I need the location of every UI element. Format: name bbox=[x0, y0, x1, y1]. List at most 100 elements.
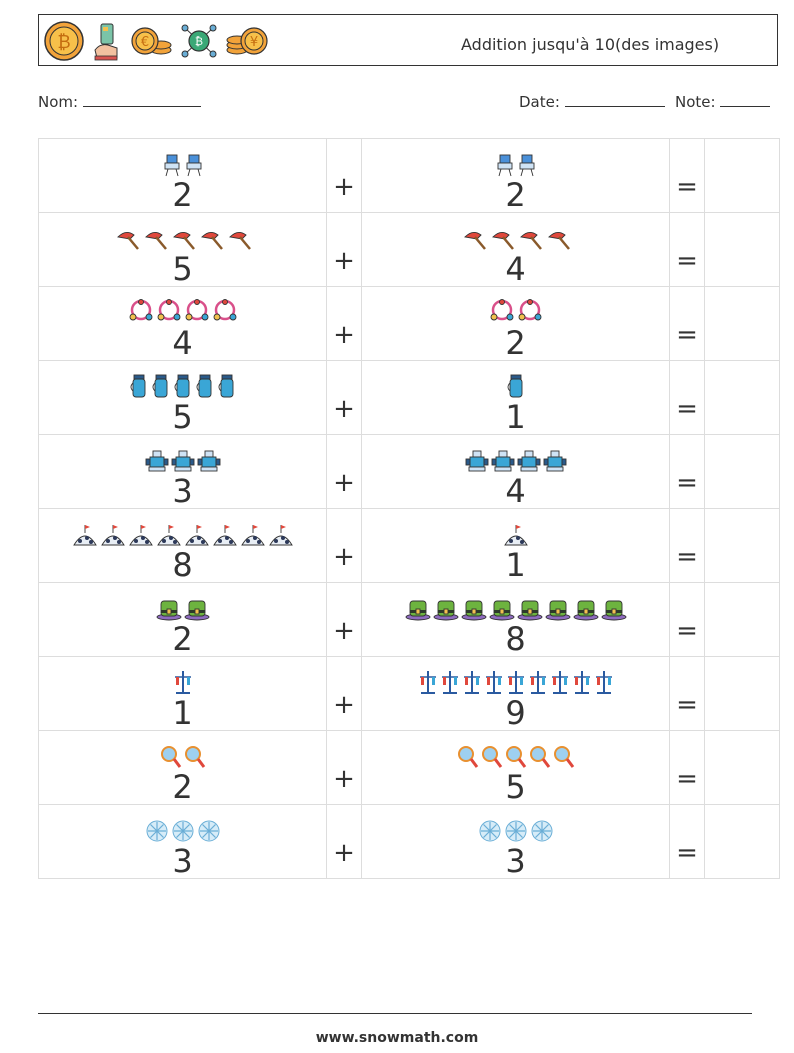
robot-arm-icon bbox=[517, 449, 541, 477]
answer-cell[interactable] bbox=[704, 286, 780, 361]
magnifier-icon bbox=[160, 745, 182, 773]
plus-sign: + bbox=[333, 764, 355, 794]
robot-icon bbox=[517, 153, 537, 181]
answer-cell[interactable] bbox=[704, 508, 780, 583]
date-blank[interactable] bbox=[564, 94, 665, 107]
worksheet-header: ₿ € ₿ bbox=[38, 14, 778, 66]
pickaxe-icon bbox=[198, 227, 224, 255]
note-blank[interactable] bbox=[720, 94, 771, 107]
igloo-flag-icon bbox=[100, 523, 126, 551]
answer-cell[interactable] bbox=[704, 360, 780, 435]
picture-group bbox=[39, 593, 326, 625]
green-hat-icon bbox=[184, 597, 210, 625]
second-addend: 1 bbox=[505, 546, 526, 584]
robot-arm-icon bbox=[145, 449, 169, 477]
first-addend-cell: 3 bbox=[38, 434, 327, 509]
picture-group bbox=[362, 667, 669, 699]
note-label: Note: bbox=[675, 93, 716, 111]
snowflake-ball-icon bbox=[145, 819, 169, 847]
robot-icon bbox=[162, 153, 182, 181]
plus-sign-cell: + bbox=[326, 656, 362, 731]
plus-sign-cell: + bbox=[326, 508, 362, 583]
footer-divider bbox=[38, 1013, 752, 1014]
snowflake-ball-icon bbox=[504, 819, 528, 847]
first-addend-cell: 5 bbox=[38, 212, 327, 287]
picture-group bbox=[39, 519, 326, 551]
test-tube-stand-icon bbox=[484, 669, 504, 699]
test-tube-stand-icon bbox=[418, 669, 438, 699]
svg-text:¥: ¥ bbox=[250, 35, 258, 50]
second-addend-cell: 1 bbox=[361, 360, 670, 436]
plus-sign: + bbox=[333, 320, 355, 350]
name-label: Nom: bbox=[38, 93, 79, 111]
picture-group bbox=[362, 519, 669, 551]
equals-sign: = bbox=[676, 246, 698, 276]
picture-group bbox=[39, 149, 326, 181]
problem-row: 4 +2 = bbox=[38, 286, 780, 362]
first-addend: 2 bbox=[172, 768, 193, 806]
picture-group bbox=[39, 371, 326, 403]
plus-sign-cell: + bbox=[326, 360, 362, 435]
name-field: Nom: bbox=[38, 93, 201, 111]
equals-sign: = bbox=[676, 838, 698, 868]
pickaxe-icon bbox=[114, 227, 140, 255]
second-addend-cell: 2 bbox=[361, 286, 670, 361]
robot-arm-icon bbox=[171, 449, 195, 477]
problem-row: 5 +4 = bbox=[38, 212, 780, 288]
problem-row: 2 +2 = bbox=[38, 138, 780, 213]
answer-cell[interactable] bbox=[704, 582, 780, 657]
green-hat-icon bbox=[517, 597, 543, 625]
second-addend: 4 bbox=[505, 250, 526, 288]
robot-arm-icon bbox=[197, 449, 221, 477]
test-tube-stand-icon bbox=[550, 669, 570, 699]
answer-cell[interactable] bbox=[704, 804, 780, 879]
robot-icon bbox=[184, 153, 204, 181]
name-blank[interactable] bbox=[82, 94, 201, 107]
plus-sign-cell: + bbox=[326, 138, 362, 213]
answer-cell[interactable] bbox=[704, 730, 780, 805]
pickaxe-icon bbox=[545, 227, 571, 255]
green-hat-icon bbox=[461, 597, 487, 625]
equals-sign-cell: = bbox=[669, 730, 705, 805]
plus-sign: + bbox=[333, 542, 355, 572]
answer-cell[interactable] bbox=[704, 138, 780, 213]
snowflake-ball-icon bbox=[478, 819, 502, 847]
first-addend: 3 bbox=[172, 842, 193, 880]
answer-cell[interactable] bbox=[704, 434, 780, 509]
answer-cell[interactable] bbox=[704, 656, 780, 731]
garland-icon bbox=[212, 299, 238, 329]
picture-group bbox=[39, 445, 326, 477]
problem-row: 8 +1 = bbox=[38, 508, 780, 584]
second-addend: 9 bbox=[505, 694, 526, 732]
first-addend: 5 bbox=[172, 398, 193, 436]
first-addend: 4 bbox=[172, 324, 193, 362]
first-addend-cell: 2 bbox=[38, 582, 327, 657]
picture-group bbox=[362, 593, 669, 625]
picture-group bbox=[39, 815, 326, 847]
garland-icon bbox=[184, 299, 210, 329]
first-addend-cell: 4 bbox=[38, 286, 327, 362]
picture-group bbox=[362, 445, 669, 477]
equals-sign-cell: = bbox=[669, 434, 705, 509]
robot-arm-icon bbox=[491, 449, 515, 477]
magnifier-icon bbox=[505, 745, 527, 773]
pickaxe-icon bbox=[142, 227, 168, 255]
picture-group bbox=[362, 815, 669, 847]
equals-sign: = bbox=[676, 172, 698, 202]
magnifier-icon bbox=[457, 745, 479, 773]
magnifier-icon bbox=[481, 745, 503, 773]
answer-cell[interactable] bbox=[704, 212, 780, 287]
equals-sign: = bbox=[676, 690, 698, 720]
garland-icon bbox=[517, 299, 543, 329]
picture-group bbox=[362, 741, 669, 773]
garland-icon bbox=[128, 299, 154, 329]
igloo-flag-icon bbox=[212, 523, 238, 551]
plus-sign-cell: + bbox=[326, 730, 362, 805]
thermos-icon bbox=[129, 373, 149, 403]
test-tube-stand-icon bbox=[440, 669, 460, 699]
second-addend-cell: 4 bbox=[361, 434, 670, 509]
equals-sign-cell: = bbox=[669, 508, 705, 583]
plus-sign: + bbox=[333, 172, 355, 202]
test-tube-stand-icon bbox=[462, 669, 482, 699]
second-addend: 1 bbox=[505, 398, 526, 436]
